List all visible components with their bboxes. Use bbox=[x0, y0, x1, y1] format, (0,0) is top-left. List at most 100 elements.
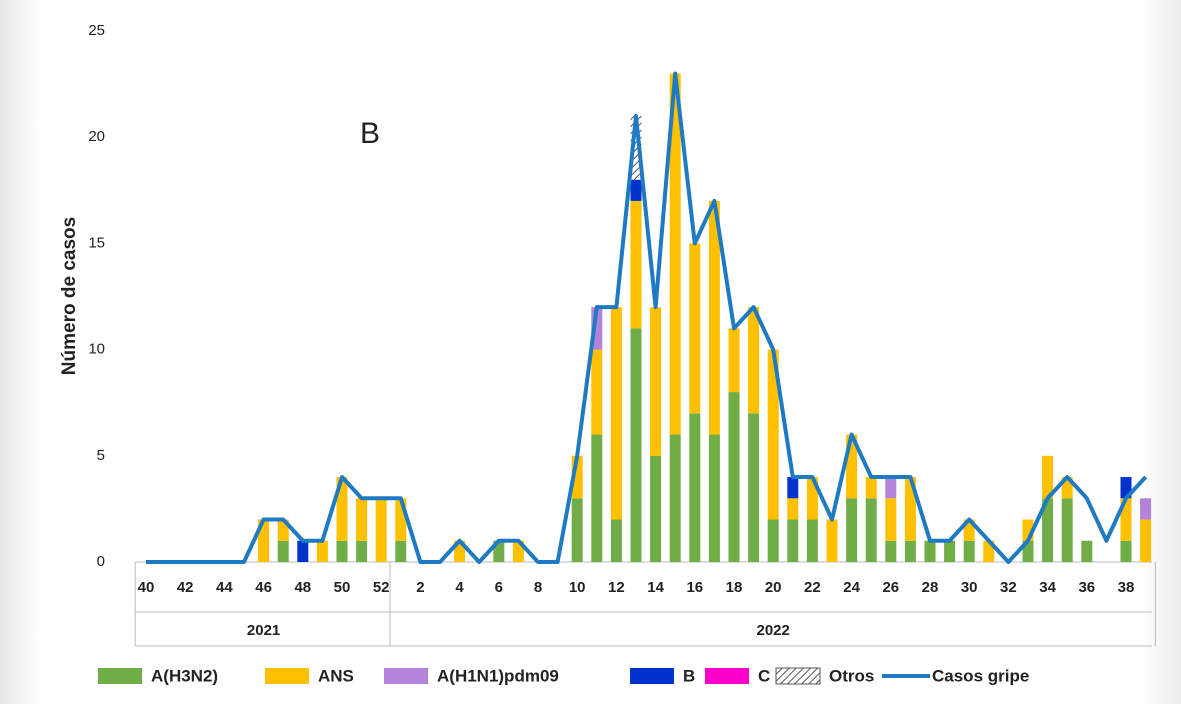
bar-segment bbox=[904, 540, 916, 562]
bar-segment bbox=[277, 519, 289, 541]
bar-segment bbox=[826, 519, 838, 562]
annotation: B bbox=[360, 117, 380, 150]
bar-segment bbox=[885, 477, 897, 499]
bar-segment bbox=[630, 200, 642, 329]
legend-swatch bbox=[630, 668, 674, 684]
x-tick-label: 32 bbox=[1000, 579, 1017, 596]
x-tick-label: 30 bbox=[961, 579, 978, 596]
y-tick-label: 5 bbox=[97, 447, 105, 464]
bar-segment bbox=[767, 349, 779, 520]
x-tick-label: 14 bbox=[647, 579, 664, 596]
bar-segment bbox=[1022, 540, 1034, 562]
legend-swatch bbox=[384, 668, 428, 684]
bar-segment bbox=[963, 540, 975, 562]
bar-segment bbox=[689, 243, 701, 414]
x-tick-label: 34 bbox=[1039, 579, 1056, 596]
bar-segment bbox=[708, 200, 720, 435]
x-tick-label: 52 bbox=[373, 579, 390, 596]
bar-segment bbox=[650, 455, 662, 562]
x-tick-label: 4 bbox=[455, 579, 464, 596]
bar-segment bbox=[336, 540, 348, 562]
x-tick-label: 36 bbox=[1078, 579, 1095, 596]
bar-segment bbox=[1061, 498, 1073, 562]
bar-segment bbox=[571, 498, 583, 562]
x-tick-label: 24 bbox=[843, 579, 860, 596]
y-tick-label: 25 bbox=[88, 22, 105, 39]
legend-swatch bbox=[775, 667, 821, 685]
x-tick-label: 18 bbox=[726, 579, 743, 596]
bar-segment bbox=[395, 540, 407, 562]
bar-segment bbox=[1061, 477, 1073, 499]
x-tick-label: 26 bbox=[882, 579, 899, 596]
legend-label: C bbox=[758, 666, 770, 685]
bar-segment bbox=[591, 349, 603, 435]
bar-segment bbox=[963, 519, 975, 541]
bar-segment bbox=[924, 540, 936, 562]
x-tick-label: 22 bbox=[804, 579, 821, 596]
bar-segment bbox=[767, 519, 779, 562]
y-axis-label: Número de casos bbox=[59, 217, 80, 375]
x-tick-label: 20 bbox=[765, 579, 782, 596]
bar-segment bbox=[610, 307, 622, 520]
bar-segment bbox=[630, 179, 642, 201]
x-tick-label: 28 bbox=[922, 579, 939, 596]
x-tick-label: 46 bbox=[255, 579, 272, 596]
bar-segment bbox=[1022, 519, 1034, 541]
bar-segment bbox=[1042, 455, 1054, 499]
x-tick-label: 8 bbox=[534, 579, 542, 596]
legend-label: A(H1N1)pdm09 bbox=[437, 666, 559, 685]
bar-segment bbox=[728, 392, 740, 562]
bar-segment bbox=[885, 540, 897, 562]
x-tick-label: 10 bbox=[569, 579, 586, 596]
bar-segment bbox=[669, 434, 681, 562]
x-tick-label: 50 bbox=[334, 579, 351, 596]
bar-segment bbox=[748, 307, 760, 414]
bar-segment bbox=[356, 540, 368, 562]
legend-label: B bbox=[683, 666, 695, 685]
bar-segment bbox=[297, 540, 309, 562]
bar-segment bbox=[669, 73, 681, 435]
x-tick-label: 40 bbox=[138, 579, 155, 596]
x-tick-label: 12 bbox=[608, 579, 625, 596]
bar-segment bbox=[571, 455, 583, 499]
bar-segment bbox=[787, 498, 799, 520]
x-tick-label: 16 bbox=[686, 579, 703, 596]
bar-segment bbox=[630, 328, 642, 562]
bar-segment bbox=[630, 115, 642, 180]
bar-segment bbox=[277, 540, 289, 562]
bar-segment bbox=[728, 328, 740, 393]
bar-segment bbox=[806, 519, 818, 562]
bar-segment bbox=[708, 434, 720, 562]
bar-segment bbox=[1140, 519, 1152, 562]
bar-segment bbox=[885, 498, 897, 541]
legend-label: ANS bbox=[318, 666, 354, 685]
y-tick-label: 15 bbox=[88, 234, 105, 251]
bar-segment bbox=[806, 477, 818, 520]
bar-segment bbox=[944, 540, 956, 562]
bar-segment bbox=[1120, 477, 1132, 499]
bar-segment bbox=[316, 540, 328, 562]
bar-segment bbox=[1120, 498, 1132, 541]
bar-segment bbox=[610, 519, 622, 562]
bar-segment bbox=[865, 477, 877, 499]
legend-label: A(H3N2) bbox=[151, 666, 218, 685]
bar-segment bbox=[454, 540, 466, 562]
legend-label: Casos gripe bbox=[932, 666, 1029, 685]
group-label: 2022 bbox=[757, 622, 790, 639]
group-label: 2021 bbox=[247, 622, 280, 639]
bar-segment bbox=[375, 498, 387, 562]
bar-segment bbox=[336, 477, 348, 541]
bar-segment bbox=[493, 540, 505, 562]
x-tick-label: 48 bbox=[294, 579, 311, 596]
bar-segment bbox=[1120, 540, 1132, 562]
y-tick-label: 20 bbox=[88, 128, 105, 145]
legend-swatch bbox=[705, 668, 749, 684]
x-tick-label: 38 bbox=[1118, 579, 1135, 596]
bar-segment bbox=[983, 540, 995, 562]
x-tick-label: 42 bbox=[177, 579, 194, 596]
bar-segment bbox=[1081, 540, 1093, 562]
bar-segment bbox=[748, 413, 760, 562]
y-tick-label: 10 bbox=[88, 341, 105, 358]
y-tick-label: 0 bbox=[97, 553, 105, 570]
